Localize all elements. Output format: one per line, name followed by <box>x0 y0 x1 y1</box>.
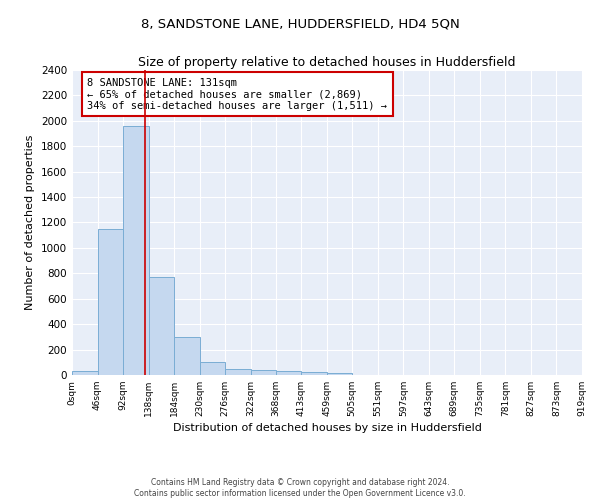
Bar <box>200 362 225 375</box>
Bar <box>149 277 174 375</box>
Bar <box>327 372 352 375</box>
Bar <box>276 371 301 375</box>
Text: 8 SANDSTONE LANE: 131sqm
← 65% of detached houses are smaller (2,869)
34% of sem: 8 SANDSTONE LANE: 131sqm ← 65% of detach… <box>88 78 388 111</box>
Bar <box>98 230 123 375</box>
Bar <box>123 126 149 375</box>
Bar <box>301 372 327 375</box>
Text: 8, SANDSTONE LANE, HUDDERSFIELD, HD4 5QN: 8, SANDSTONE LANE, HUDDERSFIELD, HD4 5QN <box>140 18 460 30</box>
Text: Contains HM Land Registry data © Crown copyright and database right 2024.
Contai: Contains HM Land Registry data © Crown c… <box>134 478 466 498</box>
Title: Size of property relative to detached houses in Huddersfield: Size of property relative to detached ho… <box>138 56 516 69</box>
Bar <box>251 370 276 375</box>
Y-axis label: Number of detached properties: Number of detached properties <box>25 135 35 310</box>
Bar <box>225 369 251 375</box>
Bar <box>174 337 200 375</box>
X-axis label: Distribution of detached houses by size in Huddersfield: Distribution of detached houses by size … <box>173 423 481 433</box>
Bar <box>72 370 98 375</box>
